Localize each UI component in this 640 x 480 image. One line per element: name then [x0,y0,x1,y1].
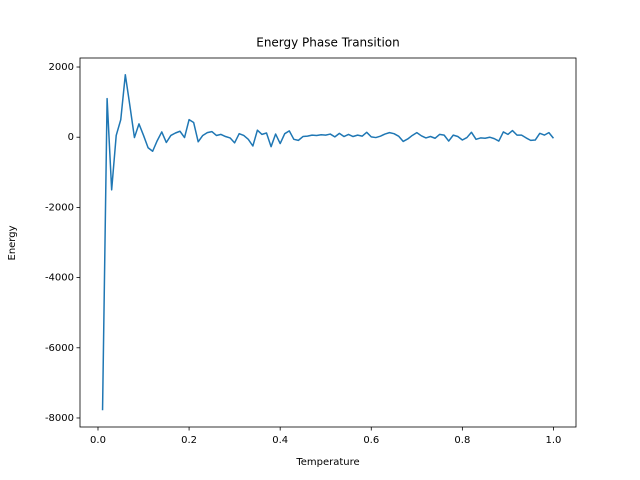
y-tick-label: -8000 [45,413,74,424]
y-tick-label: 2000 [49,62,74,73]
x-tick-label: 1.0 [546,435,562,446]
x-axis-label: Temperature [295,457,359,468]
x-tick-label: 0.8 [454,435,470,446]
chart-title: Energy Phase Transition [256,36,400,50]
y-tick-label: 0 [68,132,74,143]
x-tick-label: 0.4 [272,435,288,446]
y-axis-label: Energy [7,225,18,260]
x-tick-label: 0.0 [90,435,106,446]
line-series [101,73,555,411]
y-tick-label: -2000 [45,202,74,213]
x-tick-label: 0.2 [181,435,197,446]
x-tick-label: 0.6 [363,435,379,446]
plot-frame [79,57,577,428]
y-tick-label: -4000 [45,273,74,284]
y-tick-label: -6000 [45,343,74,354]
